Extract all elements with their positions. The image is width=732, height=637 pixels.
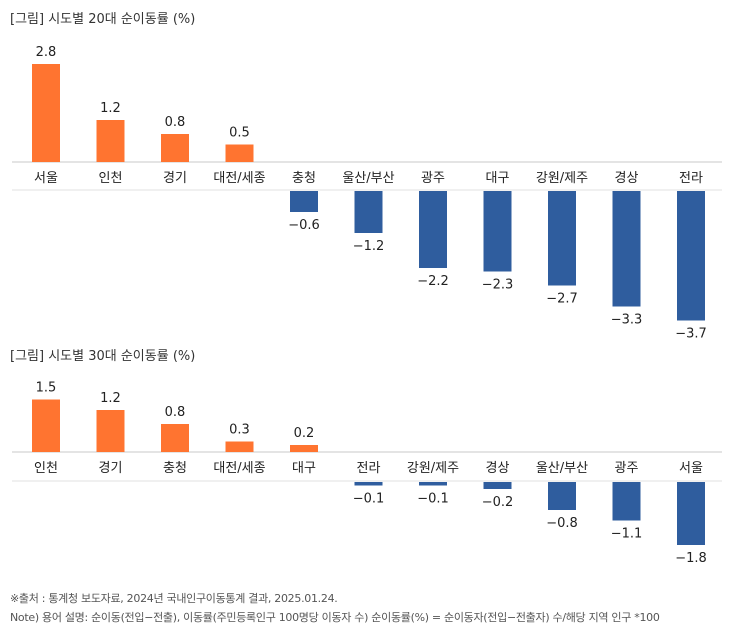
bar (161, 134, 189, 162)
category-label: 경상 (615, 171, 639, 186)
value-label: −3.3 (611, 313, 643, 328)
chart-title-20s: [그림] 시도별 20대 순이동률 (%) (10, 12, 196, 27)
value-label: −1.2 (353, 239, 385, 254)
bar (225, 441, 254, 452)
value-label: 0.2 (294, 426, 315, 441)
bar (225, 144, 254, 162)
bar (677, 191, 705, 321)
value-label: 0.5 (229, 126, 250, 141)
bar (612, 482, 641, 521)
value-label: 0.3 (229, 423, 250, 438)
chart-30s: 1.5 인천 1.2 경기 0.8 충청 0.3 대전/세종 0.2 대구 −0.1 전라 −0.1 강원… (12, 381, 722, 566)
bar (290, 445, 318, 452)
value-label: −2.2 (417, 274, 449, 289)
chart-20s: 2.8 서울 1.2 인천 0.8 경기 0.5 대전/세종 −0.6 충청 −1.2 울산/부산 −2… (12, 45, 722, 341)
value-label: −3.7 (675, 327, 707, 341)
bar (548, 482, 576, 510)
bar (32, 64, 60, 162)
category-label: 인천 (99, 171, 123, 186)
category-label: 서울 (679, 461, 703, 476)
category-label: 강원/제주 (536, 171, 588, 186)
bar (161, 424, 189, 452)
bar (548, 191, 576, 286)
category-label: 강원/제주 (407, 461, 459, 476)
category-label: 광주 (421, 171, 445, 186)
category-label: 대전/세종 (213, 461, 265, 476)
category-label: 광주 (615, 461, 639, 476)
value-label: 1.2 (100, 101, 121, 116)
bar (419, 191, 447, 268)
category-label: 전라 (679, 171, 703, 186)
category-label: 인천 (34, 461, 58, 476)
chart-title-30s: [그림] 시도별 30대 순이동률 (%) (10, 349, 196, 364)
source-footnote: ※출처 : 통계청 보도자료, 2024년 국내인구이동통계 결과, 2025.… (10, 592, 338, 605)
value-label: −1.1 (611, 527, 643, 542)
category-label: 대구 (292, 461, 316, 476)
category-label: 경기 (163, 171, 187, 186)
value-label: −0.1 (353, 492, 385, 507)
bar (419, 482, 447, 486)
bar (483, 482, 512, 489)
bar (354, 482, 383, 486)
bar (677, 482, 705, 545)
value-label: −0.1 (417, 492, 449, 507)
category-label: 대구 (486, 171, 510, 186)
value-label: 0.8 (165, 115, 186, 130)
bar (354, 191, 383, 233)
category-label: 울산/부산 (536, 461, 588, 476)
category-label: 울산/부산 (342, 171, 394, 186)
category-label: 전라 (357, 461, 381, 476)
category-label: 경기 (99, 461, 123, 476)
category-label: 경상 (486, 461, 510, 476)
value-label: 1.5 (36, 381, 57, 396)
bar (290, 191, 318, 212)
value-label: −2.3 (482, 278, 514, 293)
terms-footnote: Note) 용어 설명: 순이동(전입−전출), 이동률(주민등록인구 100명… (10, 611, 660, 624)
bar (612, 191, 641, 307)
bar (96, 410, 125, 452)
category-label: 대전/세종 (213, 171, 265, 186)
value-label: 2.8 (36, 45, 57, 60)
value-label: 0.8 (165, 405, 186, 420)
value-label: −0.2 (482, 495, 514, 510)
bar (483, 191, 512, 272)
bar (96, 120, 125, 162)
category-label: 충청 (292, 171, 316, 186)
value-label: −2.7 (546, 292, 578, 307)
bar (32, 399, 60, 452)
category-label: 충청 (163, 461, 187, 476)
value-label: 1.2 (100, 391, 121, 406)
value-label: −0.6 (288, 218, 320, 233)
category-label: 서울 (34, 171, 58, 186)
value-label: −0.8 (546, 516, 578, 531)
value-label: −1.8 (675, 551, 707, 566)
